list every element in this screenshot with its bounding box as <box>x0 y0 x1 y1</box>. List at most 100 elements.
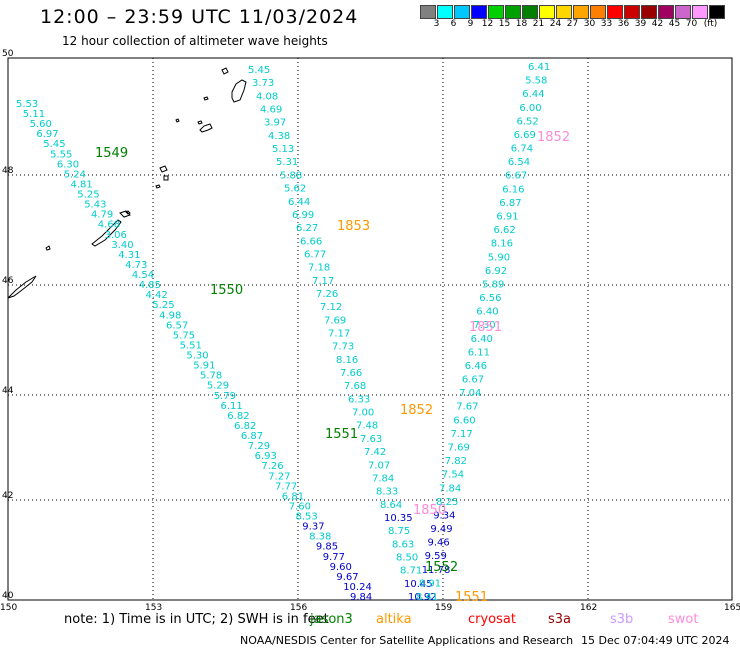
center-track-value: 5.88 <box>280 170 302 181</box>
west-track-value: 5.43 <box>84 200 106 211</box>
east-track-value: 9.46 <box>428 538 450 549</box>
scale-swatch <box>641 5 657 19</box>
center-track-value: 7.07 <box>368 460 390 471</box>
west-track-value: 7.77 <box>275 481 297 492</box>
center-track-value: 3.97 <box>264 118 286 129</box>
east-track-value: 8.91 <box>419 578 441 589</box>
west-track-value: 5.30 <box>186 351 208 362</box>
satellite-legend-s3a: s3a <box>548 612 572 627</box>
scale-swatch <box>539 5 555 19</box>
east-track-value: 8.25 <box>436 497 458 508</box>
center-track-value: 7.18 <box>308 263 330 274</box>
east-track-value: 6.87 <box>499 198 521 209</box>
center-track-value: 10.35 <box>384 513 413 524</box>
scale-label: 18 <box>515 19 528 29</box>
scale-swatch <box>692 5 708 19</box>
pass-labels: 1549 1550 1551 1552 1853 1852 1852 1851 1850 1551 <box>95 130 570 605</box>
west-track-value: 5.24 <box>64 169 86 180</box>
scale-swatch <box>454 5 470 19</box>
west-track-value: 7.60 <box>289 501 311 512</box>
east-track-value: 7.84 <box>439 483 461 494</box>
pass-number-label: 1851 <box>469 320 502 335</box>
west-track-value: 6.57 <box>166 320 188 331</box>
scale-unit: (ft) <box>703 19 718 29</box>
lat-label: 48 <box>2 166 14 176</box>
pass-number-label: 1552 <box>425 560 458 575</box>
pass-number-label: 1551 <box>325 427 358 442</box>
satellite-legend-s3b: s3b <box>610 612 634 627</box>
center-track-value: 6.33 <box>348 394 370 405</box>
east-track-value: 6.91 <box>496 212 518 223</box>
scale-label: 6 <box>450 19 457 29</box>
east-track-value: 6.74 <box>511 144 533 155</box>
west-track-value: 6.30 <box>57 159 79 170</box>
scale-label: 70 <box>685 19 698 29</box>
west-track-value: 4.79 <box>91 210 113 221</box>
east-track-value: 8.41 <box>416 592 438 603</box>
scale-label: 9 <box>467 19 474 29</box>
center-track-value: 7.63 <box>360 434 382 445</box>
scale-swatch <box>505 5 521 19</box>
center-track-value: 8.75 <box>388 526 410 537</box>
lat-label: 42 <box>2 491 13 501</box>
east-track-value: 7.67 <box>456 402 478 413</box>
east-track-value: 9.34 <box>433 511 455 522</box>
west-track-value: 5.91 <box>193 361 215 372</box>
east-track-value: 7.54 <box>442 470 464 481</box>
center-track-value: 7.26 <box>316 289 338 300</box>
east-track-value: 6.16 <box>502 184 524 195</box>
center-track-value: 7.48 <box>356 421 378 432</box>
west-track-value: 9.60 <box>330 562 352 573</box>
lon-label: 150 <box>0 603 17 613</box>
pass-number-label: 1551 <box>455 590 488 605</box>
satellite-legend-swot: swot <box>668 612 699 627</box>
west-track-value: 4.42 <box>146 290 168 301</box>
west-track-value: 4.73 <box>125 260 147 271</box>
scale-swatch <box>675 5 691 19</box>
scale-label: 21 <box>532 19 545 29</box>
map-subtitle: 12 hour collection of altimeter wave hei… <box>62 34 328 48</box>
east-track-value: 6.11 <box>468 347 490 358</box>
center-track-value: 7.17 <box>328 329 350 340</box>
scale-swatch <box>607 5 623 19</box>
west-track-value: 9.84 <box>350 592 372 603</box>
scale-label: 36 <box>617 19 630 29</box>
east-track-value: 7.17 <box>451 429 473 440</box>
east-track-value: 6.40 <box>476 307 498 318</box>
east-track-value: 11.78 <box>422 565 451 576</box>
center-track-value: 4.08 <box>256 91 278 102</box>
color-scale-bar <box>420 5 726 19</box>
center-track-value: 7.66 <box>340 368 362 379</box>
east-track-value: 7.82 <box>445 456 467 467</box>
east-track-value: 9.49 <box>430 524 452 535</box>
scale-label: 30 <box>583 19 596 29</box>
pass-number-label: 1852 <box>400 403 433 418</box>
east-track-value: 6.40 <box>471 334 493 345</box>
lon-label: 162 <box>580 603 597 613</box>
east-track-value: 8.16 <box>491 239 513 250</box>
center-track-value: 4.69 <box>260 105 282 116</box>
west-track-value: 8.38 <box>309 532 331 543</box>
coastline <box>7 67 247 299</box>
east-track-value: 6.67 <box>462 375 484 386</box>
east-track-value: 6.00 <box>519 103 541 114</box>
center-track-value: 4.38 <box>268 131 290 142</box>
center-track-value: 7.00 <box>352 408 374 419</box>
west-track-value: 9.77 <box>323 552 345 563</box>
east-track-value: 6.54 <box>508 157 530 168</box>
west-track-value: 5.25 <box>152 300 174 311</box>
lat-label: 50 <box>2 49 14 59</box>
west-track-value: 6.87 <box>241 431 263 442</box>
west-track-value: 6.97 <box>36 129 58 140</box>
lon-label: 153 <box>145 603 162 613</box>
center-track-value: 7.68 <box>344 381 366 392</box>
center-track-value: 7.84 <box>372 473 394 484</box>
west-track-value: 5.25 <box>77 190 99 201</box>
scale-label: 39 <box>634 19 647 29</box>
generated-timestamp: 15 Dec 07:04:49 UTC 2024 <box>581 634 730 647</box>
west-track-value: 6.82 <box>234 421 256 432</box>
center-track-value: 6.27 <box>296 223 318 234</box>
east-track-value: 7.69 <box>448 443 470 454</box>
west-track-value: 4.31 <box>118 250 140 261</box>
